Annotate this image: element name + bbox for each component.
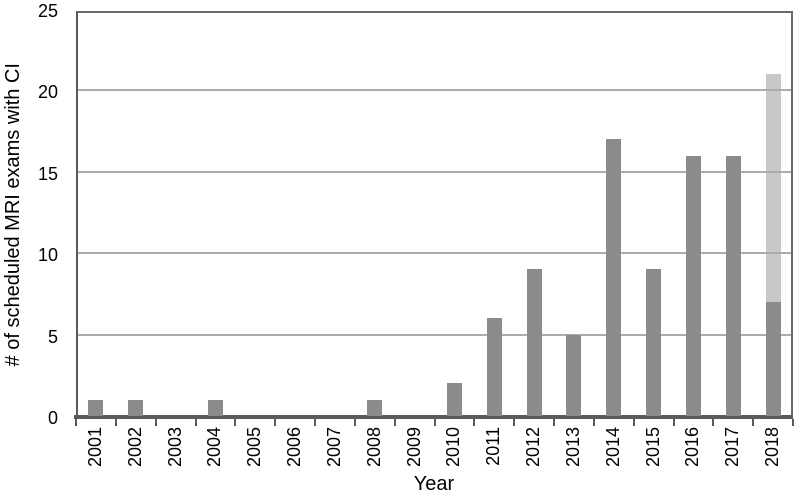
y-tick-label-10: 10 — [37, 245, 58, 266]
bar-2014-dark-gray-segment — [606, 139, 622, 416]
x-tick-mark — [353, 419, 356, 426]
x-tick-label-2004: 2004 — [204, 427, 225, 468]
x-tick-mark — [752, 419, 755, 426]
x-tick-mark — [114, 419, 117, 426]
y-tick-label-20: 20 — [37, 82, 58, 103]
bar-2013-dark-gray-segment — [566, 334, 582, 416]
gridline-10 — [78, 252, 791, 255]
x-tick-label-2013: 2013 — [562, 427, 583, 468]
x-axis-title: Year — [413, 473, 455, 495]
x-axis-line — [74, 415, 793, 419]
x-tick-mark — [553, 419, 555, 426]
y-tick-label-0: 0 — [47, 408, 58, 428]
x-tick-label-2003: 2003 — [164, 427, 185, 468]
y-axis-title: # of scheduled MRI exams with CI — [2, 0, 25, 430]
y-tick-label-25: 25 — [37, 1, 58, 21]
gridline-5 — [78, 333, 791, 336]
x-tick-label-2017: 2017 — [722, 427, 743, 468]
x-tick-mark — [433, 419, 436, 426]
x-tick-label-2001: 2001 — [84, 427, 105, 468]
x-tick-label-2007: 2007 — [323, 427, 344, 468]
x-tick-label-2002: 2002 — [124, 427, 145, 468]
x-tick-label-2011: 2011 — [483, 427, 504, 466]
x-tick-mark — [194, 419, 197, 426]
x-tick-label-2012: 2012 — [523, 427, 544, 468]
x-tick-mark — [75, 419, 77, 426]
bar-2015-dark-gray-segment — [646, 269, 662, 416]
gridline-20 — [78, 89, 791, 92]
bar-2018-dark-gray-segment — [765, 302, 781, 416]
bar-2012-dark-gray-segment — [526, 269, 542, 416]
x-tick-mark — [712, 419, 715, 426]
bar-2002-dark-gray-segment — [128, 399, 144, 416]
y-tick-label-5: 5 — [47, 326, 58, 347]
x-tick-mark — [393, 419, 396, 426]
x-tick-mark — [274, 419, 277, 426]
y-tick-label-15: 15 — [37, 163, 58, 184]
gridline-15 — [78, 170, 791, 173]
bar-2001-dark-gray-segment — [88, 399, 104, 416]
bar-2010-dark-gray-segment — [446, 383, 462, 416]
x-tick-label-2005: 2005 — [244, 427, 265, 468]
x-tick-mark — [234, 419, 237, 426]
bar-2016-dark-gray-segment — [685, 155, 701, 416]
x-tick-label-2015: 2015 — [642, 427, 663, 468]
bar-2017-dark-gray-segment — [725, 155, 741, 416]
x-tick-mark — [314, 419, 316, 426]
x-tick-label-2018: 2018 — [762, 427, 783, 468]
plot-area — [76, 11, 793, 416]
x-tick-label-2009: 2009 — [403, 427, 424, 468]
x-tick-label-2014: 2014 — [602, 427, 623, 468]
x-tick-mark — [473, 419, 476, 426]
x-tick-mark — [592, 419, 595, 426]
bar-2004-dark-gray-segment — [207, 399, 223, 416]
x-tick-mark — [154, 419, 157, 426]
bar-2011-dark-gray-segment — [486, 318, 502, 416]
x-tick-label-2006: 2006 — [284, 427, 305, 468]
bar-2008-dark-gray-segment — [367, 399, 383, 416]
x-tick-label-2016: 2016 — [682, 427, 703, 468]
x-tick-mark — [672, 419, 675, 426]
x-tick-mark — [513, 419, 516, 426]
x-tick-label-2010: 2010 — [443, 427, 464, 468]
x-tick-label-2008: 2008 — [363, 427, 384, 468]
y-axis-title-text: # of scheduled MRI exams with CI — [2, 63, 24, 367]
x-tick-mark — [632, 419, 635, 426]
x-tick-mark — [792, 419, 794, 426]
bar-2018-light-gray-segment — [765, 74, 781, 303]
